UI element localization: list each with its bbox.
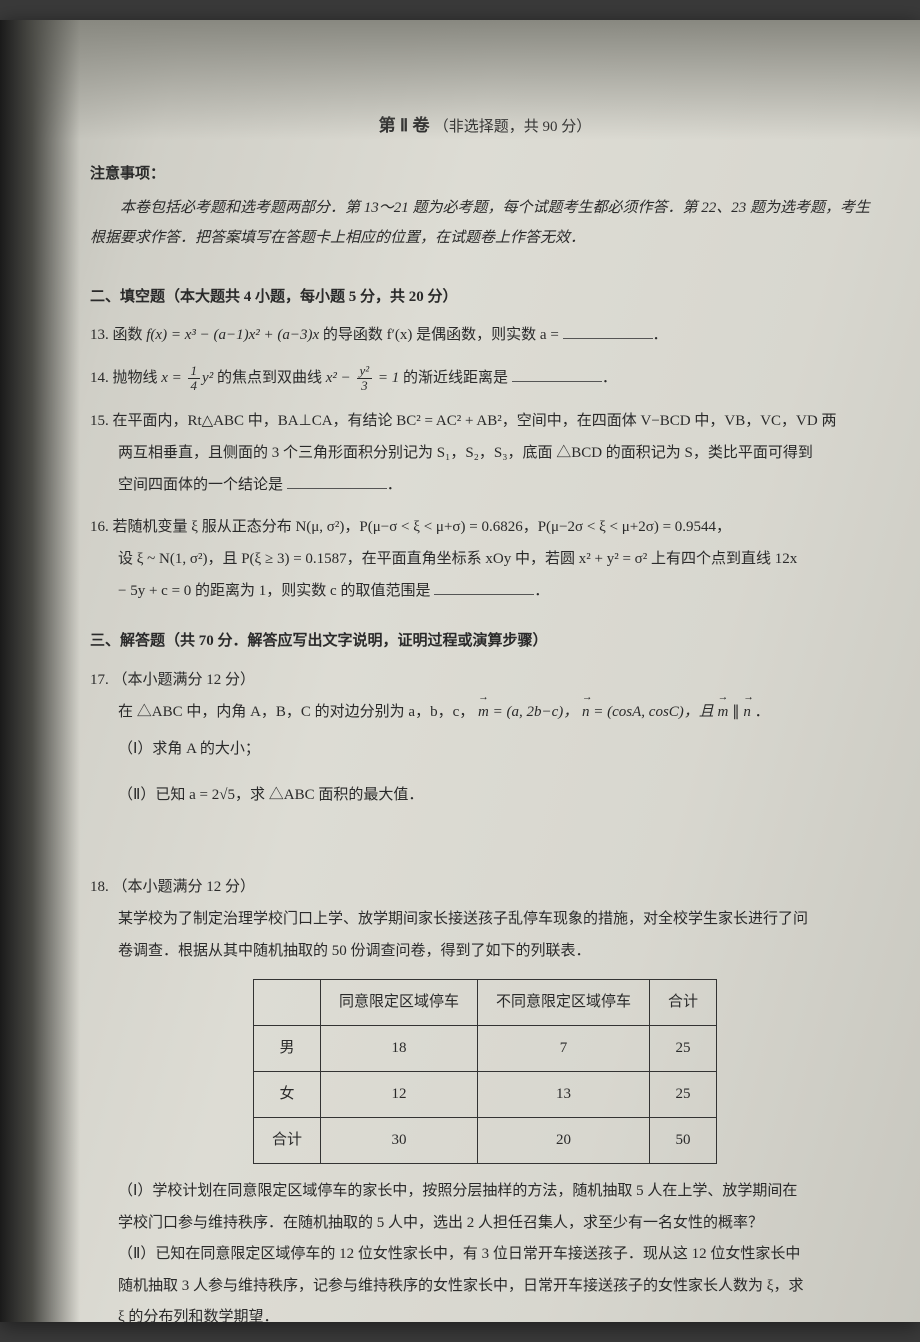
table-header-row: 同意限定区域停车 不同意限定区域停车 合计 [253, 980, 716, 1026]
q17-vec-m: m [478, 697, 489, 729]
page-content: 第 Ⅱ 卷 （非选择题，共 90 分） 注意事项： 本卷包括必考题和选考题两部分… [90, 110, 880, 1334]
solve-title: 三、解答题（共 70 分．解答应写出文字说明，证明过程或演算步骤） [90, 627, 880, 656]
q18-part2b: 随机抽取 3 人参与维持秩序，记参与维持秩序的女性家长中，日常开车接送孩子的女性… [90, 1271, 880, 1303]
q17-part2: （Ⅱ）已知 a = 2√5，求 △ABC 面积的最大值． [90, 780, 880, 812]
question-16: 16. 若随机变量 ξ 服从正态分布 N(μ, σ²)，P(μ−σ < ξ < … [90, 511, 880, 607]
cell: 20 [478, 1118, 650, 1164]
q16-line3-wrap: − 5y + c = 0 的距离为 1，则实数 c 的取值范围是 ． [90, 576, 880, 608]
th-1: 同意限定区域停车 [320, 980, 477, 1026]
q17-vec-n2: n [743, 697, 751, 729]
q13-blank [563, 324, 653, 339]
cell: 男 [253, 1026, 320, 1072]
q18-part1a: （Ⅰ）学校计划在同意限定区域停车的家长中，按照分层抽样的方法，随机抽取 5 人在… [90, 1176, 880, 1208]
notice-title: 注意事项： [90, 160, 880, 189]
q18-intro2: 卷调查．根据从其中随机抽取的 50 份调查问卷，得到了如下的列联表． [90, 936, 880, 968]
q17-vec-m2: m [718, 697, 729, 729]
q15-num: 15. [90, 413, 109, 429]
q17-body-wrap: 在 △ABC 中，内角 A，B，C 的对边分别为 a，b，c， m = (a, … [90, 697, 880, 729]
q18-intro1: 某学校为了制定治理学校门口上学、放学期间家长接送孩子乱停车现象的措施，对全校学生… [90, 904, 880, 936]
q14-text-a: 抛物线 [113, 370, 162, 386]
cell: 25 [650, 1026, 717, 1072]
q13-num: 13. [90, 327, 109, 343]
q16-num: 16. [90, 519, 109, 535]
section-subtitle: （非选择题，共 90 分） [434, 119, 592, 135]
th-0 [253, 980, 320, 1026]
table-row: 合计 30 20 50 [253, 1118, 716, 1164]
cell: 18 [320, 1026, 477, 1072]
fill-blank-title: 二、填空题（本大题共 4 小题，每小题 5 分，共 20 分） [90, 283, 880, 312]
q16-line1: 若随机变量 ξ 服从正态分布 N(μ, σ²)，P(μ−σ < ξ < μ+σ)… [113, 519, 732, 535]
section-header: 第 Ⅱ 卷 （非选择题，共 90 分） [90, 110, 880, 142]
exam-page: 第 Ⅱ 卷 （非选择题，共 90 分） 注意事项： 本卷包括必考题和选考题两部分… [0, 20, 920, 1322]
cell: 合计 [253, 1118, 320, 1164]
question-14: 14. 抛物线 x = 14y² 的焦点到双曲线 x² − y²3 = 1 的渐… [90, 362, 880, 395]
cell: 女 [253, 1072, 320, 1118]
cell: 50 [650, 1118, 717, 1164]
section-label: 第 Ⅱ 卷 [379, 116, 430, 135]
question-17: 17. （本小题满分 12 分） 在 △ABC 中，内角 A，B，C 的对边分别… [90, 664, 880, 812]
q17-m-val: = (a, 2b−c)， [493, 704, 579, 720]
question-18: 18. （本小题满分 12 分） 某学校为了制定治理学校门口上学、放学期间家长接… [90, 871, 880, 1334]
q17-vec-n: n [582, 697, 590, 729]
binding-edge [0, 20, 80, 1322]
q14-hyperbola: x² − y²3 = 1 [326, 370, 400, 386]
th-3: 合计 [650, 980, 717, 1026]
q17-body: 在 △ABC 中，内角 A，B，C 的对边分别为 a，b，c， [118, 704, 474, 720]
q17-n-val: = (cosA, cosC)，且 [593, 704, 717, 720]
q17-part1: （Ⅰ）求角 A 的大小； [90, 734, 880, 766]
question-13: 13. 函数 f(x) = x³ − (a−1)x² + (a−3)x 的导函数… [90, 319, 880, 352]
cell: 30 [320, 1118, 477, 1164]
table-row: 女 12 13 25 [253, 1072, 716, 1118]
q18-points: （本小题满分 12 分） [113, 879, 256, 895]
q14-parabola: x = 14y² [161, 370, 213, 386]
cell: 13 [478, 1072, 650, 1118]
q18-part2a: （Ⅱ）已知在同意限定区域停车的 12 位女性家长中，有 3 位日常开车接送孩子．… [90, 1239, 880, 1271]
q13-text-b: 的导函数 f′(x) 是偶函数，则实数 a = [323, 327, 563, 343]
q15-line1: 在平面内，Rt△ABC 中，BA⊥CA，有结论 BC² = AC² + AB²，… [113, 413, 837, 429]
q13-text-a: 函数 [113, 327, 147, 343]
table-row: 男 18 7 25 [253, 1026, 716, 1072]
cell: 12 [320, 1072, 477, 1118]
q15-blank [287, 474, 387, 489]
q17-period: ． [755, 704, 770, 720]
q15-line3-wrap: 空间四面体的一个结论是 ． [90, 470, 880, 502]
q17-num: 17. [90, 672, 109, 688]
cell: 7 [478, 1026, 650, 1072]
q17-parallel: ∥ [732, 704, 743, 720]
q14-blank [512, 367, 602, 382]
q18-part2c: ξ 的分布列和数学期望． [90, 1302, 880, 1334]
q15-line3: 空间四面体的一个结论是 [118, 477, 283, 493]
q16-line2: 设 ξ ~ N(1, σ²)，且 P(ξ ≥ 3) = 0.1587，在平面直角… [90, 544, 880, 576]
q18-part1b: 学校门口参与维持秩序．在随机抽取的 5 人中，选出 2 人担任召集人，求至少有一… [90, 1208, 880, 1240]
cell: 25 [650, 1072, 717, 1118]
notice-body: 本卷包括必考题和选考题两部分．第 13～21 题为必考题，每个试题考生都必须作答… [90, 193, 880, 253]
q16-line3: − 5y + c = 0 的距离为 1，则实数 c 的取值范围是 [118, 583, 430, 599]
q14-text-c: 的渐近线距离是 [403, 370, 508, 386]
th-2: 不同意限定区域停车 [478, 980, 650, 1026]
q13-formula: f(x) = x³ − (a−1)x² + (a−3)x [146, 327, 319, 343]
q15-line2: 两互相垂直，且侧面的 3 个三角形面积分别记为 S₁，S₂，S₃，底面 △BCD… [90, 438, 880, 470]
q14-text-b: 的焦点到双曲线 [217, 370, 326, 386]
q16-blank [434, 580, 534, 595]
q14-num: 14. [90, 370, 109, 386]
q18-num: 18. [90, 879, 109, 895]
question-15: 15. 在平面内，Rt△ABC 中，BA⊥CA，有结论 BC² = AC² + … [90, 405, 880, 501]
q17-points: （本小题满分 12 分） [113, 672, 256, 688]
q18-table: 同意限定区域停车 不同意限定区域停车 合计 男 18 7 25 女 12 13 … [253, 979, 717, 1164]
